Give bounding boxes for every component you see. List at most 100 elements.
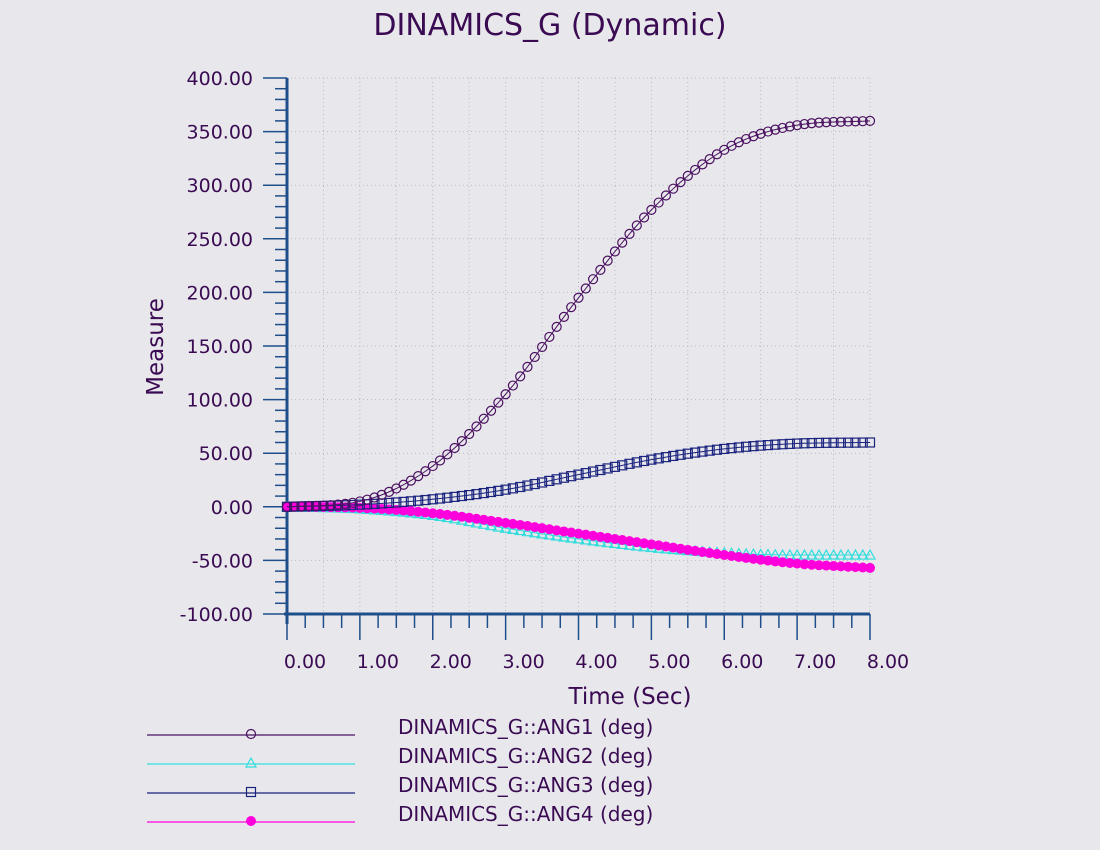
data-point bbox=[506, 523, 519, 535]
data-point bbox=[813, 117, 825, 128]
data-point bbox=[579, 533, 592, 545]
data-point bbox=[405, 496, 416, 507]
data-point bbox=[828, 116, 839, 128]
data-point bbox=[303, 500, 314, 512]
data-point bbox=[805, 548, 818, 560]
data-point bbox=[631, 220, 642, 231]
data-point bbox=[493, 485, 504, 496]
data-point bbox=[856, 548, 869, 560]
data-point bbox=[849, 548, 862, 560]
y-tick-label: 100.00 bbox=[187, 390, 253, 412]
data-point bbox=[843, 116, 854, 127]
data-point bbox=[594, 535, 607, 547]
data-point bbox=[492, 520, 505, 532]
data-point bbox=[529, 478, 540, 490]
y-tick-label: 350.00 bbox=[187, 122, 253, 144]
data-point bbox=[835, 437, 846, 448]
data-point bbox=[514, 524, 527, 536]
data-point bbox=[689, 447, 701, 458]
data-point bbox=[427, 494, 438, 505]
data-point bbox=[572, 532, 585, 544]
data-point bbox=[726, 443, 737, 454]
data-point bbox=[741, 441, 752, 452]
data-point bbox=[697, 446, 708, 457]
data-point bbox=[376, 489, 387, 500]
y-tick-label: 150.00 bbox=[187, 336, 253, 358]
data-point bbox=[850, 437, 861, 448]
x-tick-label: 2.00 bbox=[430, 651, 472, 673]
legend-item-2: DINAMICS_G::ANG2 (deg) bbox=[147, 744, 653, 768]
data-point bbox=[325, 500, 336, 511]
y-axis-label: Measure bbox=[143, 298, 169, 396]
data-point bbox=[354, 496, 365, 507]
data-point bbox=[733, 442, 744, 453]
data-point bbox=[682, 170, 693, 181]
data-point bbox=[456, 490, 467, 502]
data-point bbox=[362, 494, 373, 505]
data-point bbox=[719, 443, 730, 455]
data-point bbox=[442, 492, 453, 503]
data-point bbox=[500, 389, 511, 400]
x-tick-label: 5.00 bbox=[648, 651, 690, 673]
data-point bbox=[609, 246, 621, 257]
legend-item-4: DINAMICS_G::ANG4 (deg) bbox=[147, 802, 653, 826]
data-point bbox=[834, 548, 847, 560]
data-point bbox=[806, 118, 817, 129]
data-point bbox=[755, 128, 766, 139]
data-point bbox=[499, 522, 512, 533]
data-point bbox=[311, 500, 322, 511]
data-point bbox=[522, 361, 533, 372]
data-point bbox=[842, 548, 855, 560]
y-tick-label: 200.00 bbox=[187, 282, 253, 304]
data-point bbox=[602, 463, 613, 474]
legend-marker-icon bbox=[246, 816, 256, 826]
data-point bbox=[646, 454, 657, 465]
data-point bbox=[741, 133, 752, 145]
data-point bbox=[464, 489, 475, 501]
data-point bbox=[442, 449, 453, 460]
data-point bbox=[347, 497, 358, 508]
data-point bbox=[835, 116, 846, 127]
data-point bbox=[777, 122, 788, 134]
y-tick-label: 0.00 bbox=[211, 497, 253, 519]
x-tick-label: 1.00 bbox=[357, 651, 399, 673]
data-point bbox=[420, 466, 431, 477]
data-point bbox=[434, 493, 446, 504]
data-point bbox=[660, 452, 672, 463]
data-point bbox=[536, 341, 548, 353]
y-tick-label: 250.00 bbox=[187, 229, 253, 251]
data-point bbox=[587, 466, 599, 477]
data-point bbox=[587, 274, 599, 285]
data-point bbox=[770, 439, 781, 450]
data-point bbox=[427, 460, 438, 472]
data-point bbox=[675, 449, 686, 460]
legend-marker-icon bbox=[245, 786, 257, 798]
legend-label: DINAMICS_G::ANG1 (deg) bbox=[398, 715, 653, 739]
data-point bbox=[558, 472, 570, 483]
legend-item-3: DINAMICS_G::ANG3 (deg) bbox=[147, 773, 653, 798]
data-point bbox=[580, 468, 591, 479]
data-point bbox=[289, 501, 300, 512]
data-point bbox=[617, 237, 628, 248]
data-point bbox=[507, 483, 519, 494]
data-point bbox=[850, 116, 861, 127]
data-point bbox=[843, 437, 854, 448]
data-point bbox=[762, 126, 774, 137]
data-point bbox=[675, 177, 686, 188]
data-point bbox=[799, 438, 810, 449]
x-tick-label: 8.00 bbox=[867, 651, 909, 673]
y-tick-label: 50.00 bbox=[199, 443, 253, 465]
data-point bbox=[587, 534, 600, 546]
data-point bbox=[449, 442, 460, 454]
data-point bbox=[704, 445, 715, 456]
data-point bbox=[405, 475, 416, 486]
data-point bbox=[471, 421, 482, 432]
data-point bbox=[543, 528, 556, 540]
data-point bbox=[332, 499, 344, 510]
x-tick-label: 6.00 bbox=[721, 651, 763, 673]
x-tick-label: 4.00 bbox=[575, 651, 617, 673]
data-point bbox=[558, 311, 570, 323]
data-point bbox=[864, 115, 876, 126]
y-tick-label: -100.00 bbox=[180, 604, 253, 626]
